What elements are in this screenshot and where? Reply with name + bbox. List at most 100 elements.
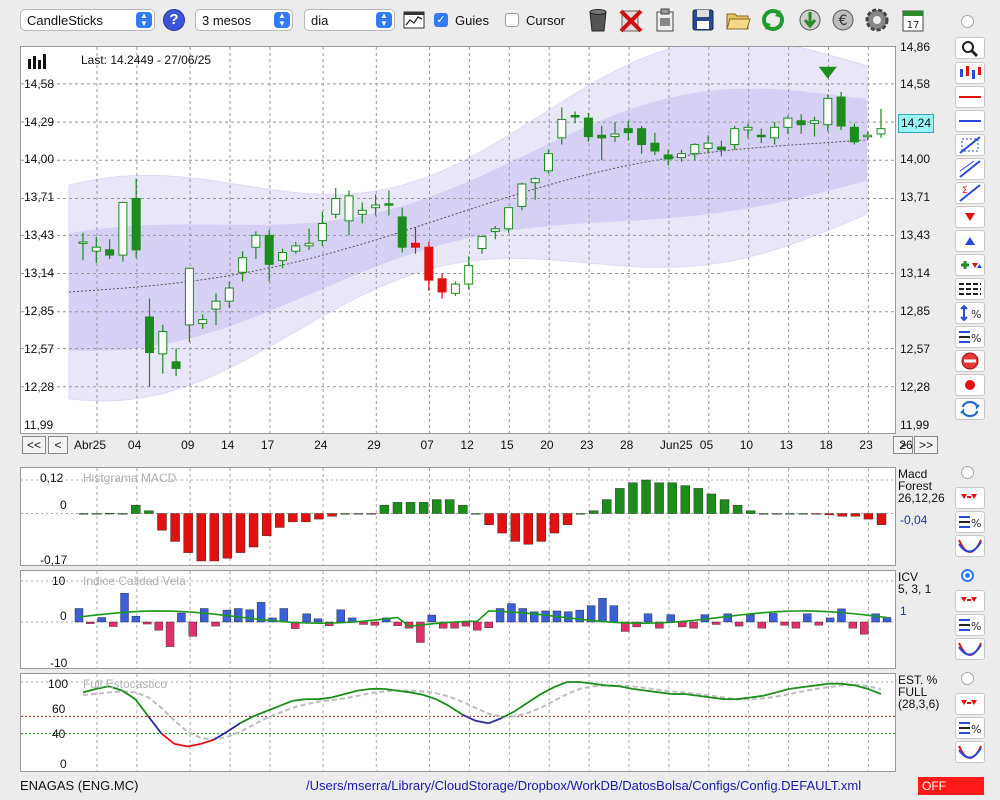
- candle[interactable]: [557, 107, 567, 145]
- calendar-icon[interactable]: 17: [900, 6, 926, 34]
- candle[interactable]: [570, 111, 580, 124]
- candle[interactable]: [384, 190, 394, 216]
- next-page-button[interactable]: >: [893, 436, 913, 454]
- stoch-panel[interactable]: Full Estocastico: [20, 673, 896, 772]
- candle[interactable]: [716, 140, 726, 157]
- first-page-button[interactable]: <<: [22, 436, 46, 454]
- arrow-up-blue-icon[interactable]: [955, 230, 985, 252]
- gear-icon[interactable]: [864, 6, 890, 34]
- candle-pattern-icon[interactable]: [955, 62, 985, 84]
- guies-checkbox[interactable]: ✓: [434, 13, 448, 27]
- candle[interactable]: [756, 128, 766, 144]
- candle[interactable]: [278, 248, 287, 269]
- macd-arrows-red-icon[interactable]: [955, 487, 985, 509]
- main-chart-panel[interactable]: Last: 14.2449 - 27/06/25: [20, 46, 896, 434]
- no-entry-icon[interactable]: [955, 350, 985, 372]
- candle[interactable]: [437, 273, 447, 299]
- macd-percent-lines-icon[interactable]: %: [955, 511, 985, 533]
- candle[interactable]: [251, 231, 261, 260]
- percent-lines-icon[interactable]: %: [955, 326, 985, 348]
- trendline-icon[interactable]: [955, 134, 985, 156]
- candle[interactable]: [823, 94, 833, 132]
- candle[interactable]: [610, 122, 620, 142]
- open-folder-icon[interactable]: [725, 6, 751, 34]
- candle[interactable]: [158, 324, 168, 374]
- candle[interactable]: [105, 239, 115, 260]
- candle[interactable]: [464, 256, 474, 290]
- candle[interactable]: [796, 114, 806, 134]
- grid-icon[interactable]: [403, 9, 425, 31]
- macd-histogram[interactable]: [21, 468, 895, 565]
- icv-percent-lines-icon[interactable]: %: [955, 614, 985, 636]
- candle[interactable]: [198, 314, 208, 329]
- candle[interactable]: [623, 120, 633, 141]
- clipboard-icon[interactable]: [652, 6, 678, 34]
- config-path[interactable]: /Users/mserra/Library/CloudStorage/Dropb…: [306, 778, 862, 793]
- candle[interactable]: [184, 267, 194, 343]
- candle[interactable]: [411, 227, 420, 254]
- candle[interactable]: [344, 190, 354, 236]
- candle[interactable]: [770, 122, 780, 145]
- candle[interactable]: [663, 149, 673, 166]
- delete-icon[interactable]: [618, 6, 644, 34]
- download-icon[interactable]: [797, 6, 823, 34]
- candle[interactable]: [677, 149, 686, 162]
- icv-radio[interactable]: [961, 569, 974, 582]
- icv-chart[interactable]: [21, 571, 895, 668]
- sync-icon[interactable]: [955, 398, 985, 420]
- candle[interactable]: [371, 194, 381, 216]
- candle[interactable]: [171, 348, 181, 377]
- add-indicator-icon[interactable]: [955, 254, 985, 276]
- candle[interactable]: [490, 226, 500, 240]
- candle[interactable]: [863, 131, 873, 141]
- chart-type-select[interactable]: CandleSticks ▲ ▼: [20, 9, 155, 31]
- candle[interactable]: [743, 123, 753, 138]
- horizontal-line-blue-icon[interactable]: [955, 110, 985, 132]
- candle[interactable]: [849, 123, 859, 145]
- channel-icon[interactable]: [955, 158, 985, 180]
- candle[interactable]: [810, 116, 819, 137]
- sigma-line-icon[interactable]: Σ: [955, 182, 985, 204]
- stoch-percent-lines-icon[interactable]: %: [955, 717, 985, 739]
- candle[interactable]: [424, 241, 434, 291]
- candle[interactable]: [836, 91, 846, 130]
- macd-panel[interactable]: Histgrama MACD: [20, 467, 896, 566]
- stoch-chart[interactable]: [21, 674, 895, 771]
- arrow-down-red-icon[interactable]: [955, 206, 985, 228]
- candle[interactable]: [304, 228, 314, 250]
- candle[interactable]: [637, 126, 647, 154]
- icv-panel[interactable]: Indice Calidad Vela: [20, 570, 896, 669]
- help-icon[interactable]: ?: [163, 9, 185, 31]
- candle[interactable]: [78, 232, 88, 261]
- candle[interactable]: [703, 135, 713, 154]
- macd-radio[interactable]: [961, 466, 974, 479]
- candle[interactable]: [331, 187, 341, 219]
- candle[interactable]: [583, 112, 593, 142]
- candle[interactable]: [397, 207, 407, 253]
- candle[interactable]: [544, 149, 553, 174]
- period-select[interactable]: 3 mesos ▲ ▼: [195, 9, 293, 31]
- candle[interactable]: [730, 126, 740, 150]
- macd-curve-icon[interactable]: [955, 535, 985, 557]
- candle[interactable]: [477, 235, 487, 254]
- candle[interactable]: [238, 251, 248, 282]
- trash-icon[interactable]: [585, 6, 611, 34]
- stoch-arrows-red-icon[interactable]: [955, 693, 985, 715]
- stoch-radio[interactable]: [961, 672, 974, 685]
- candle[interactable]: [517, 182, 527, 211]
- candle[interactable]: [317, 211, 327, 246]
- interval-select[interactable]: dia ▲ ▼: [304, 9, 395, 31]
- candle[interactable]: [530, 177, 540, 200]
- status-off-badge[interactable]: OFF: [918, 777, 984, 795]
- candle[interactable]: [211, 293, 221, 325]
- candle[interactable]: [291, 241, 301, 254]
- icv-arrows-red-icon[interactable]: [955, 590, 985, 612]
- horizontal-line-red-icon[interactable]: [955, 86, 985, 108]
- candle[interactable]: [650, 132, 660, 155]
- candle[interactable]: [224, 281, 234, 308]
- percent-range-icon[interactable]: %: [955, 302, 985, 324]
- candle[interactable]: [690, 143, 700, 161]
- candle[interactable]: [783, 115, 793, 134]
- euro-icon[interactable]: €: [830, 6, 856, 34]
- cursor-checkbox[interactable]: [505, 13, 519, 27]
